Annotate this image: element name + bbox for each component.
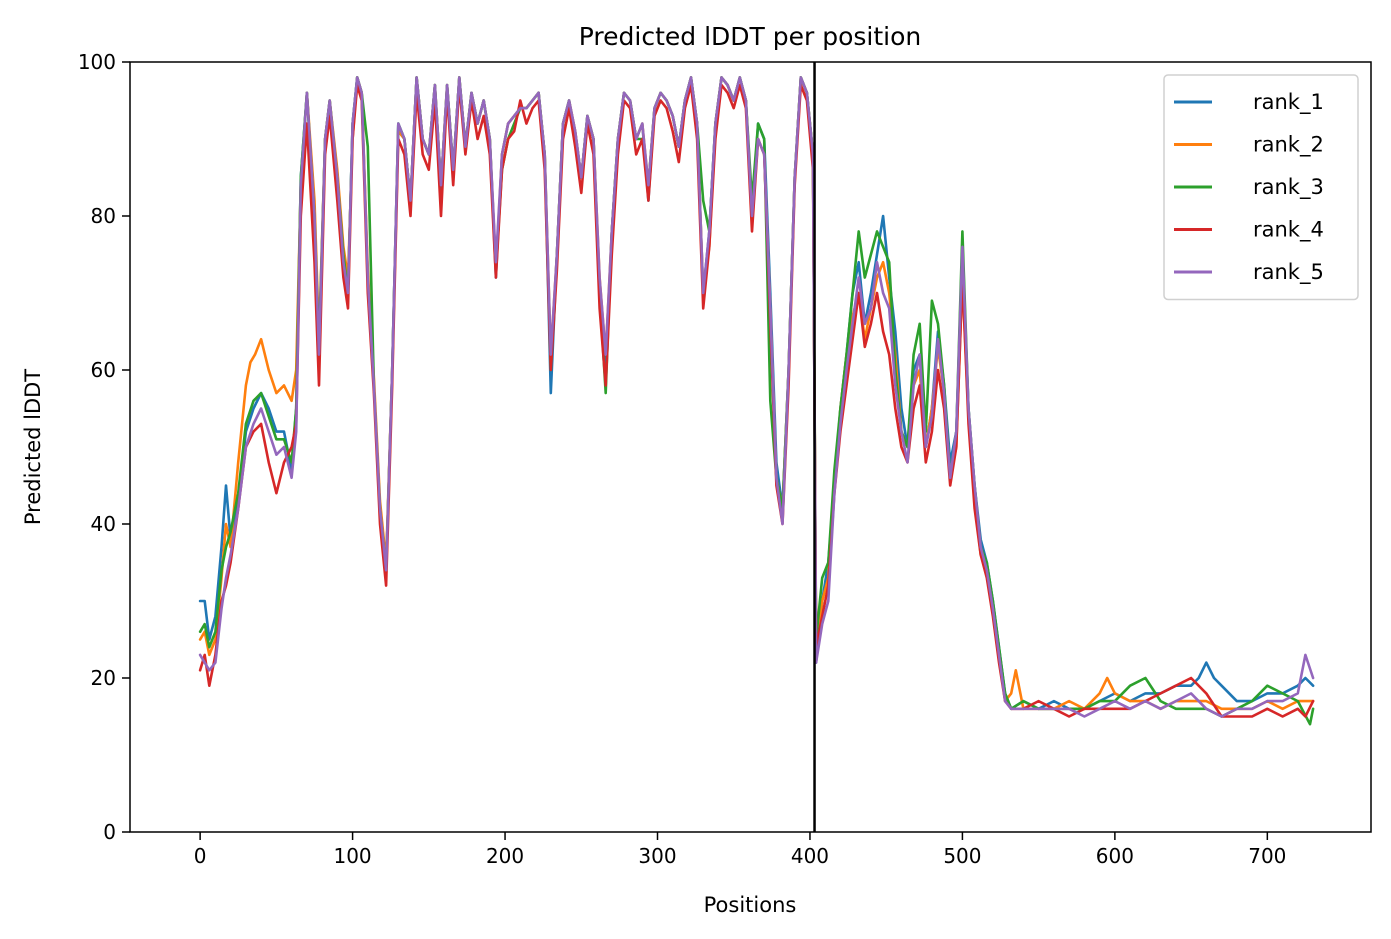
x-tick-label: 100 — [333, 844, 371, 868]
series-line-rank_5 — [198, 76, 1315, 718]
x-tick-label: 200 — [486, 844, 524, 868]
legend-label-rank_2: rank_2 — [1253, 133, 1324, 158]
x-tick-label: 400 — [791, 844, 829, 868]
legend: rank_1 rank_2 rank_3 rank_4 rank_5 — [1163, 74, 1359, 301]
y-axis-ticks: 0 20 40 60 80 100 — [78, 50, 130, 844]
plot-frame — [129, 61, 1372, 833]
legend-box — [1163, 74, 1359, 301]
chart-title: Predicted lDDT per position — [579, 22, 921, 51]
x-tick-label: 600 — [1096, 844, 1134, 868]
x-tick-label: 300 — [638, 844, 676, 868]
x-tick-label: 500 — [943, 844, 981, 868]
y-tick-label: 0 — [103, 820, 116, 844]
y-tick-label: 80 — [91, 204, 116, 228]
y-tick-label: 20 — [91, 666, 116, 690]
legend-label-rank_1: rank_1 — [1253, 90, 1324, 115]
x-tick-label: 700 — [1248, 844, 1286, 868]
y-axis-label: Predicted lDDT — [21, 369, 45, 525]
legend-label-rank_3: rank_3 — [1253, 175, 1324, 200]
y-tick-label: 100 — [78, 50, 116, 74]
legend-label-rank_5: rank_5 — [1253, 260, 1324, 285]
y-tick-label: 60 — [91, 358, 116, 382]
legend-label-rank_4: rank_4 — [1253, 218, 1324, 243]
x-axis-label: Positions — [704, 893, 797, 917]
x-tick-label: 0 — [194, 844, 207, 868]
x-axis-ticks: 0 100 200 300 400 500 600 700 — [194, 832, 1286, 868]
y-tick-label: 40 — [91, 512, 116, 536]
series-layer — [198, 76, 1315, 726]
